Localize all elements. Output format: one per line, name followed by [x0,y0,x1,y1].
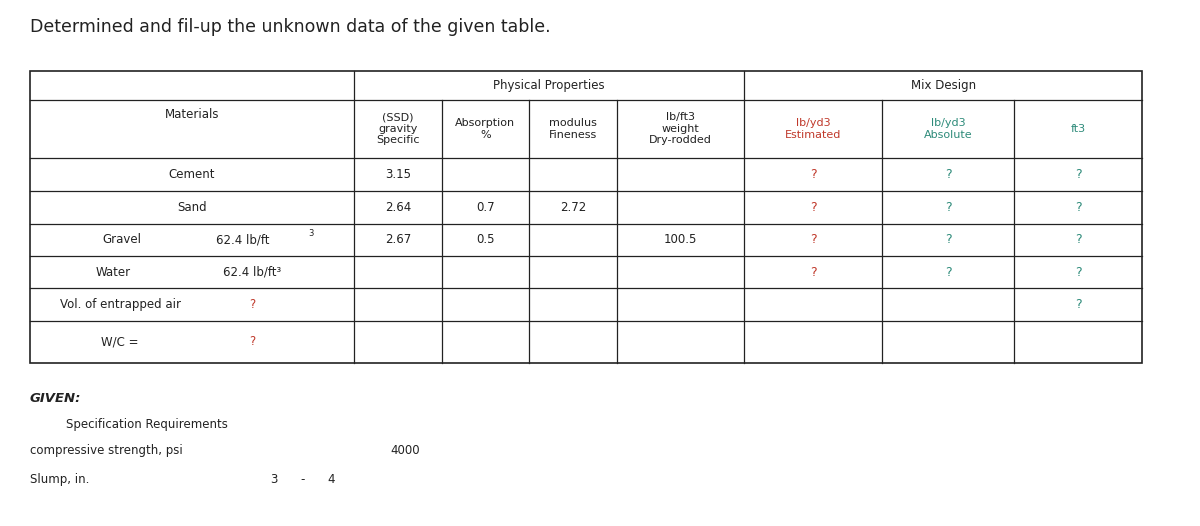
Text: ?: ? [1075,234,1081,246]
Text: W/C =: W/C = [101,336,139,348]
Text: 100.5: 100.5 [664,234,697,246]
Text: Specification Requirements: Specification Requirements [66,418,228,431]
Text: 4: 4 [328,473,335,487]
Text: %: % [480,129,491,140]
Text: Mix Design: Mix Design [911,79,976,92]
Text: 4000: 4000 [390,444,420,458]
Text: ?: ? [810,234,816,246]
Text: lb/yd3: lb/yd3 [931,118,965,128]
Text: compressive strength, psi: compressive strength, psi [30,444,182,458]
Text: GIVEN:: GIVEN: [30,392,82,405]
Text: Cement: Cement [169,168,215,181]
Text: Specific: Specific [376,135,420,146]
Text: 0.5: 0.5 [476,234,494,246]
Text: ?: ? [1075,266,1081,279]
Text: Dry-rodded: Dry-rodded [649,135,712,146]
Text: Fineness: Fineness [548,129,598,140]
Text: Absolute: Absolute [924,129,972,140]
Text: Sand: Sand [178,201,206,214]
Text: Physical Properties: Physical Properties [493,79,605,92]
Text: 3: 3 [308,229,313,238]
Text: modulus: modulus [550,118,596,128]
Text: ?: ? [944,234,952,246]
Text: ?: ? [810,168,816,181]
Text: lb/yd3: lb/yd3 [796,118,830,128]
Text: ?: ? [810,266,816,279]
Text: 2.67: 2.67 [385,234,410,246]
Text: Vol. of entrapped air: Vol. of entrapped air [60,298,180,311]
Text: ?: ? [248,298,256,311]
Text: ?: ? [810,201,816,214]
Text: ?: ? [944,266,952,279]
Text: ft3: ft3 [1070,124,1086,134]
Text: Absorption: Absorption [455,118,516,128]
Text: ?: ? [248,336,256,348]
Text: Water: Water [96,266,131,279]
Text: 3: 3 [270,473,277,487]
Text: Slump, in.: Slump, in. [30,473,89,487]
Text: gravity: gravity [378,124,418,134]
Text: (SSD): (SSD) [382,112,414,123]
Text: ?: ? [1075,298,1081,311]
Text: ?: ? [944,168,952,181]
Text: 3.15: 3.15 [385,168,410,181]
Text: ?: ? [1075,168,1081,181]
Text: 2.64: 2.64 [385,201,410,214]
Text: ?: ? [1075,201,1081,214]
Text: Estimated: Estimated [785,129,841,140]
Text: weight: weight [661,124,700,134]
Text: 62.4 lb/ft³: 62.4 lb/ft³ [223,266,281,279]
Text: -: - [300,473,305,487]
Text: lb/ft3: lb/ft3 [666,112,695,123]
Text: Determined and fil-up the unknown data of the given table.: Determined and fil-up the unknown data o… [30,18,551,36]
Text: Materials: Materials [164,108,220,121]
Text: ?: ? [944,201,952,214]
Text: 62.4 lb/ft: 62.4 lb/ft [216,234,270,246]
Text: Gravel: Gravel [102,234,142,246]
Text: 2.72: 2.72 [560,201,586,214]
Text: 0.7: 0.7 [476,201,494,214]
